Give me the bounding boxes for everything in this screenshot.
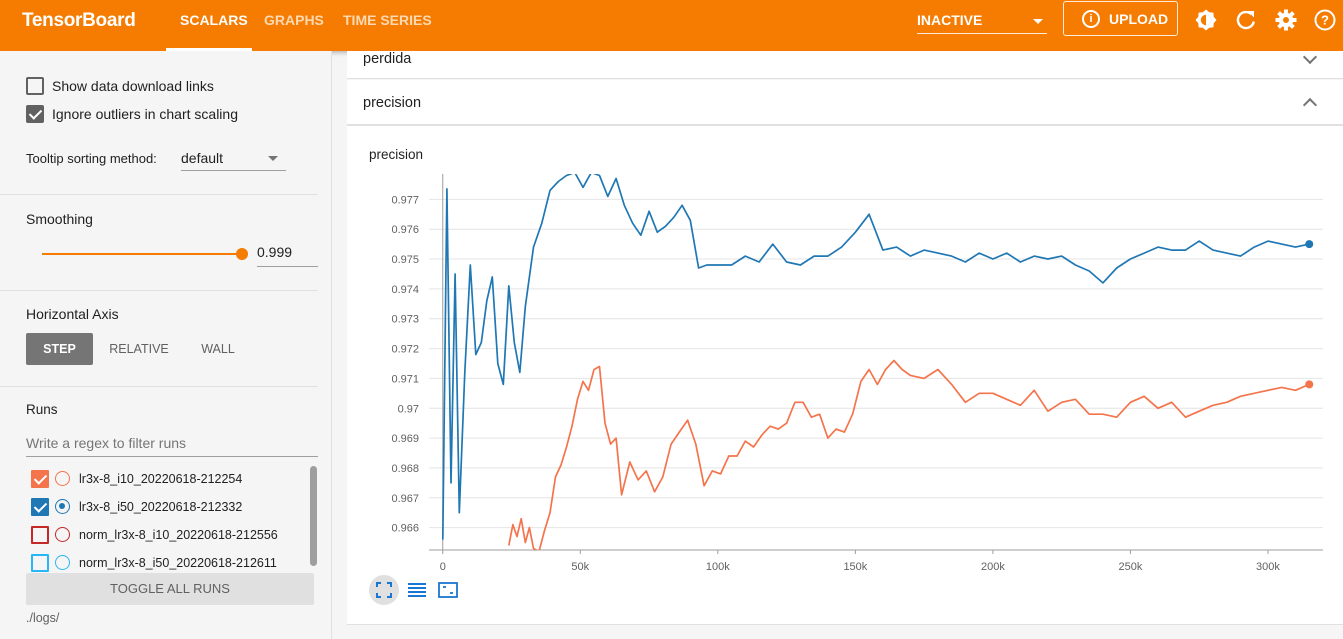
run-radio[interactable] <box>55 527 70 542</box>
divider <box>0 290 318 291</box>
y-tick-label: 0.974 <box>391 284 419 296</box>
tab-time-series[interactable]: TIME SERIES <box>343 12 432 28</box>
show-download-links-checkbox[interactable] <box>26 77 44 95</box>
x-tick-label: 300k <box>1256 561 1280 573</box>
run-name: norm_lr3x-8_i10_20220618-212556 <box>79 528 278 542</box>
y-tick-label: 0.966 <box>391 523 419 535</box>
smoothing-slider-track[interactable] <box>42 253 242 255</box>
sidebar: Show data download links Ignore outliers… <box>0 51 332 639</box>
help-icon[interactable]: ? <box>1313 8 1337 32</box>
y-tick-label: 0.968 <box>391 463 419 475</box>
run-status-select[interactable]: INACTIVE <box>917 8 1047 34</box>
y-tick-label: 0.971 <box>391 373 419 385</box>
select-zoom-button[interactable] <box>433 575 463 605</box>
y-tick-label: 0.975 <box>391 254 419 266</box>
fit-domain-button[interactable] <box>369 575 399 605</box>
x-tick-label: 100k <box>706 561 730 573</box>
x-tick-label: 250k <box>1119 561 1143 573</box>
tooltip-sorting-label: Tooltip sorting method: <box>26 151 157 166</box>
upload-label: UPLOAD <box>1109 11 1169 27</box>
card-title: precision <box>369 147 424 162</box>
runs-filter-input[interactable]: Write a regex to filter runs <box>26 431 318 457</box>
axis-relative-button[interactable]: RELATIVE <box>109 342 169 356</box>
toggle-all-runs-button[interactable]: TOGGLE ALL RUNS <box>26 573 314 605</box>
info-icon: i <box>1082 10 1100 28</box>
toggle-log-scale-button[interactable] <box>402 575 432 605</box>
axis-step-button[interactable]: STEP <box>26 333 93 365</box>
group-precision[interactable]: precision <box>347 80 1343 125</box>
series-line <box>441 174 1310 540</box>
app-title: TensorBoard <box>22 10 136 31</box>
group-name: precision <box>363 95 422 111</box>
run-name: lr3x-8_i10_20220618-212254 <box>79 472 243 486</box>
axis-wall-button[interactable]: WALL <box>201 342 235 356</box>
x-tick-label: 50k <box>571 561 589 573</box>
show-download-links-label: Show data download links <box>52 78 214 94</box>
smoothing-input[interactable]: 0.999 <box>257 241 318 267</box>
y-tick-label: 0.973 <box>391 314 419 326</box>
select-zoom-icon <box>438 582 458 598</box>
runs-label: Runs <box>26 402 58 417</box>
logdir-path: ./logs/ <box>26 611 60 625</box>
y-tick-label: 0.97 <box>398 403 419 415</box>
y-tick-label: 0.967 <box>391 493 419 505</box>
chevron-down-icon <box>268 156 278 161</box>
smoothing-slider-thumb[interactable] <box>236 248 248 260</box>
svg-text:?: ? <box>1321 13 1329 28</box>
run-status-value: INACTIVE <box>917 12 983 28</box>
group-perdida[interactable]: perdida <box>347 49 1343 79</box>
refresh-icon[interactable] <box>1234 8 1258 32</box>
x-tick-label: 150k <box>843 561 867 573</box>
y-tick-label: 0.977 <box>391 194 419 206</box>
precision-chart[interactable]: 0.966 0.967 0.968 0.969 0.97 0.971 0.972 0.973 0… <box>347 126 1343 626</box>
run-name: norm_lr3x-8_i50_20220618-212611 <box>79 556 277 570</box>
tab-graphs[interactable]: GRAPHS <box>264 12 324 28</box>
run-checkbox[interactable] <box>31 498 49 516</box>
chevron-up-icon[interactable] <box>1302 97 1318 113</box>
horizontal-axis-label: Horizontal Axis <box>26 306 119 322</box>
runs-scrollbar[interactable] <box>310 466 317 566</box>
chevron-down-icon[interactable] <box>1302 49 1318 65</box>
run-radio[interactable] <box>55 499 70 514</box>
brightness-icon[interactable] <box>1194 8 1218 32</box>
x-tick-label: 200k <box>981 561 1005 573</box>
top-app-bar: TensorBoard SCALARS GRAPHS TIME SERIES I… <box>0 0 1343 51</box>
run-radio[interactable] <box>55 555 70 570</box>
series-end-point <box>1305 240 1314 249</box>
divider <box>0 194 318 195</box>
main-panel: perdida precision precision 0.966 0.967 0.… <box>347 49 1343 639</box>
run-name: lr3x-8_i50_20220618-212332 <box>79 500 243 514</box>
run-checkbox[interactable] <box>31 470 49 488</box>
smoothing-label: Smoothing <box>26 211 93 227</box>
tab-scalars[interactable]: SCALARS <box>180 12 248 28</box>
active-tab-indicator <box>166 48 252 51</box>
series-line <box>507 359 1310 550</box>
x-tick-label: 0 <box>440 561 446 573</box>
run-checkbox[interactable] <box>31 554 49 572</box>
fit-domain-icon <box>376 582 392 598</box>
y-tick-label: 0.969 <box>391 433 419 445</box>
y-tick-label: 0.976 <box>391 224 419 236</box>
ignore-outliers-label: Ignore outliers in chart scaling <box>52 106 238 122</box>
toggle-log-scale-icon <box>408 583 426 597</box>
divider <box>0 386 318 387</box>
scalar-card: precision 0.966 0.967 0.968 0.969 0.97 0.971 0… <box>347 125 1343 625</box>
settings-icon[interactable] <box>1274 8 1298 32</box>
chevron-down-icon <box>1033 19 1043 24</box>
y-tick-label: 0.972 <box>391 344 419 356</box>
series-end-point <box>1305 380 1314 389</box>
tooltip-sorting-value: default <box>181 150 224 166</box>
run-checkbox[interactable] <box>31 526 49 544</box>
ignore-outliers-checkbox[interactable] <box>26 105 44 123</box>
group-name: perdida <box>363 51 412 67</box>
tooltip-sorting-select[interactable]: default <box>181 145 286 171</box>
upload-button[interactable]: i UPLOAD <box>1063 1 1178 36</box>
run-radio[interactable] <box>55 471 70 486</box>
